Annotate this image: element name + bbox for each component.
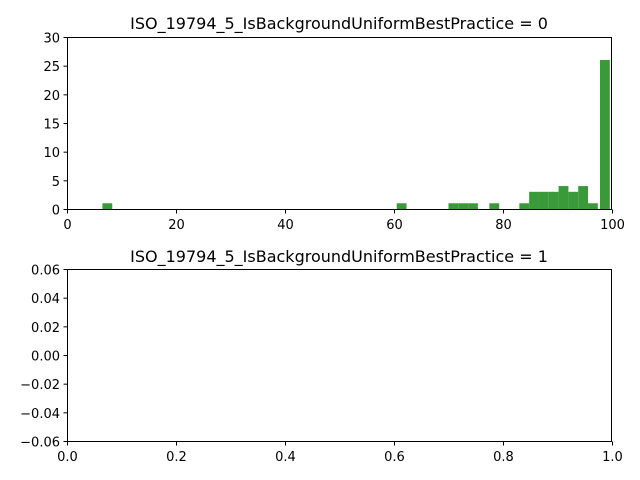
y-tick-label-bottom: 0.04 bbox=[31, 292, 60, 307]
histogram-bar-top-5 bbox=[489, 203, 500, 209]
x-tick-label-bottom: 0.4 bbox=[275, 450, 296, 465]
y-tick-label-bottom: −0.04 bbox=[20, 407, 60, 422]
axes-frame-bottom bbox=[67, 269, 612, 442]
histogram-bar-top-2 bbox=[448, 203, 459, 209]
histogram-bar-top-11 bbox=[568, 191, 579, 209]
y-tick-label-bottom: 0.06 bbox=[31, 264, 60, 279]
x-tick-label-top: 0 bbox=[63, 218, 71, 233]
x-tick-label-bottom: 0.0 bbox=[57, 450, 78, 465]
histogram-bar-top-3 bbox=[458, 203, 469, 209]
histogram-bar-top-4 bbox=[468, 203, 478, 209]
bars-top bbox=[102, 59, 610, 209]
y-tick-label-bottom: 0.00 bbox=[31, 350, 60, 365]
histogram-bar-top-10 bbox=[558, 186, 569, 209]
x-tick-label-bottom: 1.0 bbox=[602, 450, 623, 465]
histogram-plot-bottom: ISO_19794_5_IsBackgroundUniformBestPract… bbox=[20, 247, 623, 465]
x-tick-label-bottom: 0.8 bbox=[493, 450, 514, 465]
histogram-bar-top-1 bbox=[396, 203, 407, 209]
y-tick-label-top: 0 bbox=[52, 204, 60, 219]
y-tick-label-top: 15 bbox=[43, 118, 60, 133]
x-tick-label-top: 20 bbox=[168, 218, 185, 233]
y-tick-label-top: 10 bbox=[43, 146, 60, 161]
x-tick-label-top: 80 bbox=[495, 218, 512, 233]
ticks-bottom: 0.0 0.2 0.4 0.6 0.8 1.0 −0.06 −0.04 −0.02 0.00 0.0… bbox=[20, 264, 623, 466]
histogram-bar-top-14 bbox=[600, 59, 610, 209]
x-tick-label-top: 60 bbox=[386, 218, 403, 233]
x-tick-label-top: 40 bbox=[277, 218, 294, 233]
plot-title-bottom: ISO_19794_5_IsBackgroundUniformBestPract… bbox=[130, 247, 548, 267]
histogram-bar-top-13 bbox=[588, 203, 598, 209]
histogram-bar-top-6 bbox=[519, 203, 530, 209]
y-tick-label-top: 20 bbox=[43, 89, 60, 104]
histogram-plot-top: ISO_19794_5_IsBackgroundUniformBestPract… bbox=[43, 14, 624, 233]
x-tick-label-top: 100 bbox=[600, 218, 625, 233]
histogram-bar-top-9 bbox=[548, 191, 559, 209]
plot-title-top: ISO_19794_5_IsBackgroundUniformBestPract… bbox=[130, 14, 548, 34]
y-tick-label-bottom: 0.02 bbox=[31, 321, 60, 336]
y-tick-label-top: 25 bbox=[43, 60, 60, 75]
y-tick-label-top: 5 bbox=[52, 175, 60, 190]
axes-frame-top bbox=[67, 37, 612, 210]
y-tick-label-top: 30 bbox=[43, 32, 60, 47]
histogram-bar-top-7 bbox=[529, 191, 539, 209]
x-tick-label-bottom: 0.2 bbox=[166, 450, 187, 465]
histogram-bar-top-12 bbox=[578, 186, 589, 209]
histogram-bar-top-8 bbox=[538, 191, 549, 209]
y-tick-label-bottom: −0.02 bbox=[20, 378, 60, 393]
x-tick-label-bottom: 0.6 bbox=[384, 450, 405, 465]
histogram-bar-top-0 bbox=[102, 203, 113, 209]
ticks-top: 0 20 40 60 80 100 0 5 10 15 20 25 30 bbox=[43, 32, 624, 234]
y-tick-label-bottom: −0.06 bbox=[20, 436, 60, 451]
